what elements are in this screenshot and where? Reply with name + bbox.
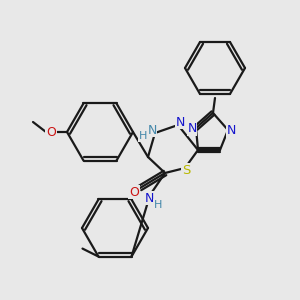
Text: O: O [46,125,56,139]
Text: H: H [154,200,162,210]
Text: N: N [175,116,185,128]
Text: S: S [182,164,190,176]
Text: N: N [187,122,197,136]
Text: N: N [147,124,157,136]
Text: N: N [144,191,154,205]
Text: O: O [129,185,139,199]
Text: N: N [226,124,236,137]
Text: H: H [139,131,147,141]
